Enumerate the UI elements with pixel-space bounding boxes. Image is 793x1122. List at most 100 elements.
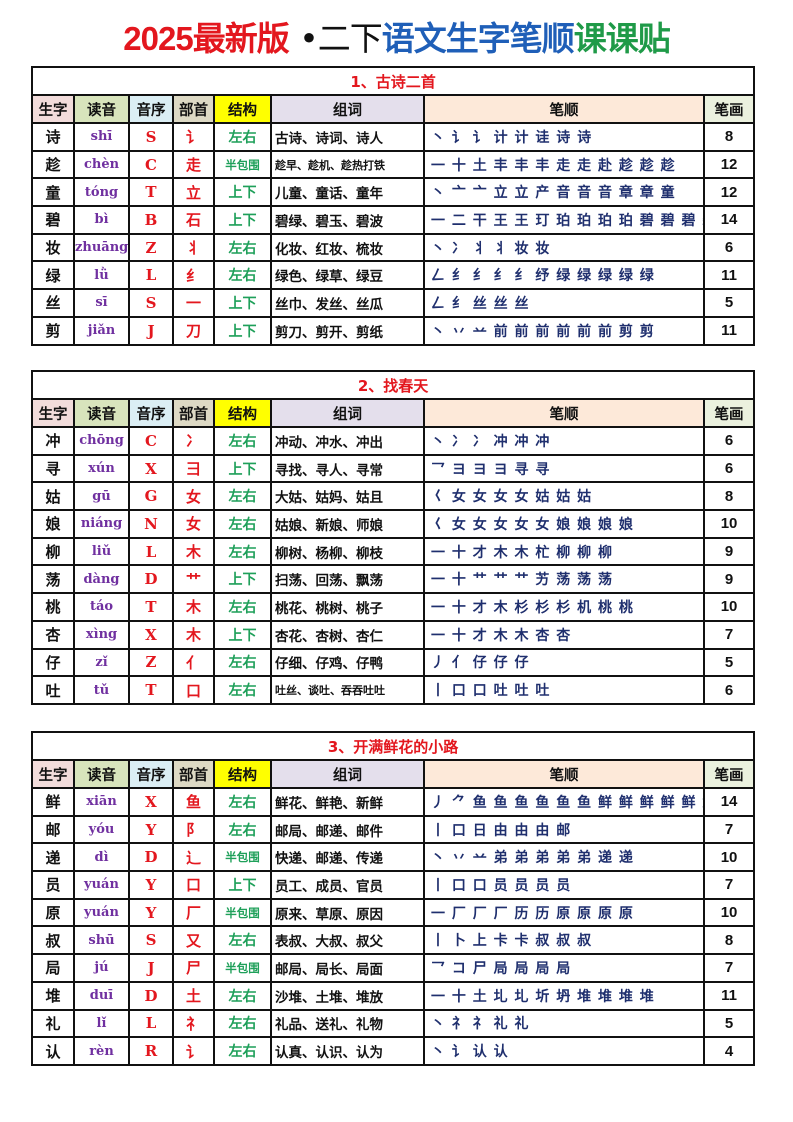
cell-pinyin: dàng [73,564,130,595]
cell-stroke-order: 丶 丷 䒑 弟 弟 弟 弟 弟 递 递 [423,842,705,873]
cell-structure: 半包围 [213,953,272,983]
cell-char: 局 [31,953,75,983]
cell-words: 冲动、冲水、冲出 [270,426,425,456]
header-pinyin: 读音 [73,398,130,428]
cell-radical: 纟 [172,260,215,291]
cell-pinyin: sī [73,288,130,318]
section-title: 3、开满鲜花的小路 [30,731,756,761]
cell-pinyin: shī [73,122,130,152]
cell-stroke-order: 𠃋 纟 丝 丝 丝 [423,288,705,318]
cell-stroke-order: 丿 亻 仔 仔 仔 [423,647,705,678]
cell-words: 礼品、送礼、礼物 [270,1008,425,1039]
header-initial: 音序 [128,94,174,124]
cell-structure: 左右 [213,1036,272,1066]
header-structure: 结构 [213,398,272,428]
cell-char: 碧 [31,205,75,235]
cell-stroke-count: 5 [702,647,756,678]
cell-radical: 尸 [172,953,215,983]
cell-structure: 上下 [213,288,272,318]
cell-structure: 上下 [213,315,272,346]
cell-stroke-order: 丨 口 口 吐 吐 吐 [423,675,705,705]
header-words: 组词 [270,94,425,124]
cell-char: 仔 [31,647,75,678]
cell-words: 柳树、杨柳、柳枝 [270,536,425,567]
cell-char: 趁 [31,149,75,180]
header-radical: 部首 [172,398,215,428]
cell-char: 邮 [31,814,75,845]
cell-initial: S [128,925,174,956]
cell-structure: 左右 [213,1008,272,1039]
cell-stroke-order: 丶 亠 亠 立 立 产 音 音 音 章 章 童 [423,177,705,208]
cell-structure: 上下 [213,453,272,484]
cell-words: 邮局、局长、局面 [270,953,425,983]
cell-pinyin: shū [73,925,130,956]
cell-radical: 冫 [172,426,215,456]
cell-char: 荡 [31,564,75,595]
cell-pinyin: tǔ [73,675,130,705]
cell-char: 冲 [31,426,75,456]
cell-stroke-order: 一 十 艹 艹 艹 艻 荡 荡 荡 [423,564,705,595]
cell-initial: T [128,177,174,208]
table-row: 碧 bì B 石上下 碧绿、碧玉、碧波一 二 干 王 王 玎 珀 珀 珀 珀 碧 碧 碧… [31,205,756,235]
cell-words: 化妆、红妆、梳妆 [270,232,425,263]
cell-initial: T [128,675,174,705]
cell-words: 仔细、仔鸡、仔鸭 [270,647,425,678]
cell-stroke-count: 11 [702,315,756,346]
cell-words: 原来、草原、原因 [270,897,425,928]
cell-initial: J [128,953,174,983]
cell-initial: Y [128,870,174,900]
cell-initial: S [128,122,174,152]
cell-words: 大姑、姑妈、姑且 [270,481,425,512]
table-row: 趁 chèn C 走半包围 趁早、趁机、趁热打铁一 十 土 丰 丰 丰 走 走 赴 趁 … [31,149,756,180]
table-row: 绿 lǜ L 纟左右 绿色、绿草、绿豆 𠃋 纟 纟 纟 纟 纾 绿 绿 绿 绿 绿 11 [31,260,756,291]
cell-radical: 木 [172,619,215,650]
header-initial: 音序 [128,759,174,789]
cell-char: 童 [31,177,75,208]
table-row: 娘 niáng N 女左右 姑娘、新娘、师娘 𡿨 女 女 女 女 女 娘 娘 娘 娘 10 [31,509,756,539]
cell-initial: B [128,205,174,235]
title-dot: • [299,19,318,58]
cell-words: 姑娘、新娘、师娘 [270,509,425,539]
cell-initial: D [128,980,174,1011]
cell-stroke-count: 8 [702,122,756,152]
cell-stroke-count: 11 [702,980,756,1011]
cell-char: 递 [31,842,75,873]
cell-radical: 刀 [172,315,215,346]
cell-structure: 半包围 [213,897,272,928]
cell-radical: 丬 [172,232,215,263]
cell-char: 妆 [31,232,75,263]
cell-initial: X [128,787,174,817]
cell-char: 绿 [31,260,75,291]
header-radical: 部首 [172,759,215,789]
cell-stroke-count: 12 [702,149,756,180]
cell-words: 丝巾、发丝、丝瓜 [270,288,425,318]
cell-stroke-count: 8 [702,925,756,956]
header-structure: 结构 [213,759,272,789]
table-row: 剪 jiǎn J 刀上下 剪刀、剪开、剪纸丶 丷 䒑 前 前 前 前 前 前 剪 剪 11 [31,315,756,346]
cell-stroke-count: 14 [702,787,756,817]
cell-stroke-count: 10 [702,842,756,873]
header-stroke-count: 笔画 [702,94,756,124]
cell-radical: 阝 [172,814,215,845]
header-char: 生字 [31,94,75,124]
cell-stroke-order: 丶 丷 䒑 前 前 前 前 前 前 剪 剪 [423,315,705,346]
cell-radical: 彐 [172,453,215,484]
cell-structure: 左右 [213,426,272,456]
cell-initial: Z [128,232,174,263]
cell-pinyin: zǐ [73,647,130,678]
cell-radical: 立 [172,177,215,208]
cell-stroke-order: 一 十 才 木 木 杏 杏 [423,619,705,650]
cell-structure: 上下 [213,564,272,595]
cell-words: 碧绿、碧玉、碧波 [270,205,425,235]
cell-stroke-count: 12 [702,177,756,208]
cell-char: 诗 [31,122,75,152]
cell-char: 认 [31,1036,75,1066]
cell-radical: 辶 [172,842,215,873]
cell-pinyin: yóu [73,814,130,845]
cell-radical: 口 [172,675,215,705]
cell-initial: L [128,536,174,567]
